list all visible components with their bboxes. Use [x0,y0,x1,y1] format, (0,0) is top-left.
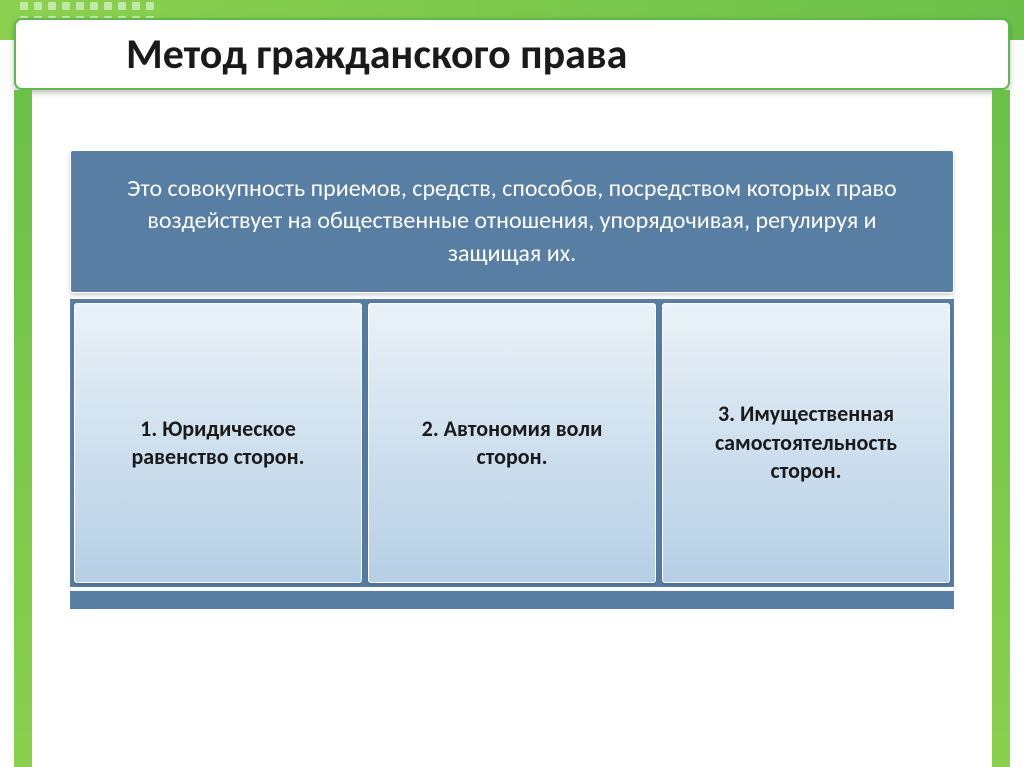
card-1: 1. Юридическое равенство сторон. [74,303,362,583]
side-decoration-left [14,90,32,767]
slide-title-bar: Метод гражданского права [14,18,1010,90]
slide-title: Метод гражданского права [126,29,627,80]
definition-panel: Это совокупность приемов, средств, спосо… [70,150,954,293]
cards-footer-bar [70,591,954,609]
slide-content: Это совокупность приемов, средств, спосо… [70,150,954,609]
card-2: 2. Автономия воли сторон. [368,303,656,583]
card-3-label: 3. Имущественная самостоятельность сторо… [683,400,929,486]
card-3: 3. Имущественная самостоятельность сторо… [662,303,950,583]
card-2-label: 2. Автономия воли сторон. [389,415,635,472]
cards-row: 1. Юридическое равенство сторон. 2. Авто… [70,299,954,587]
card-1-label: 1. Юридическое равенство сторон. [95,415,341,472]
side-decoration-right [992,90,1010,767]
